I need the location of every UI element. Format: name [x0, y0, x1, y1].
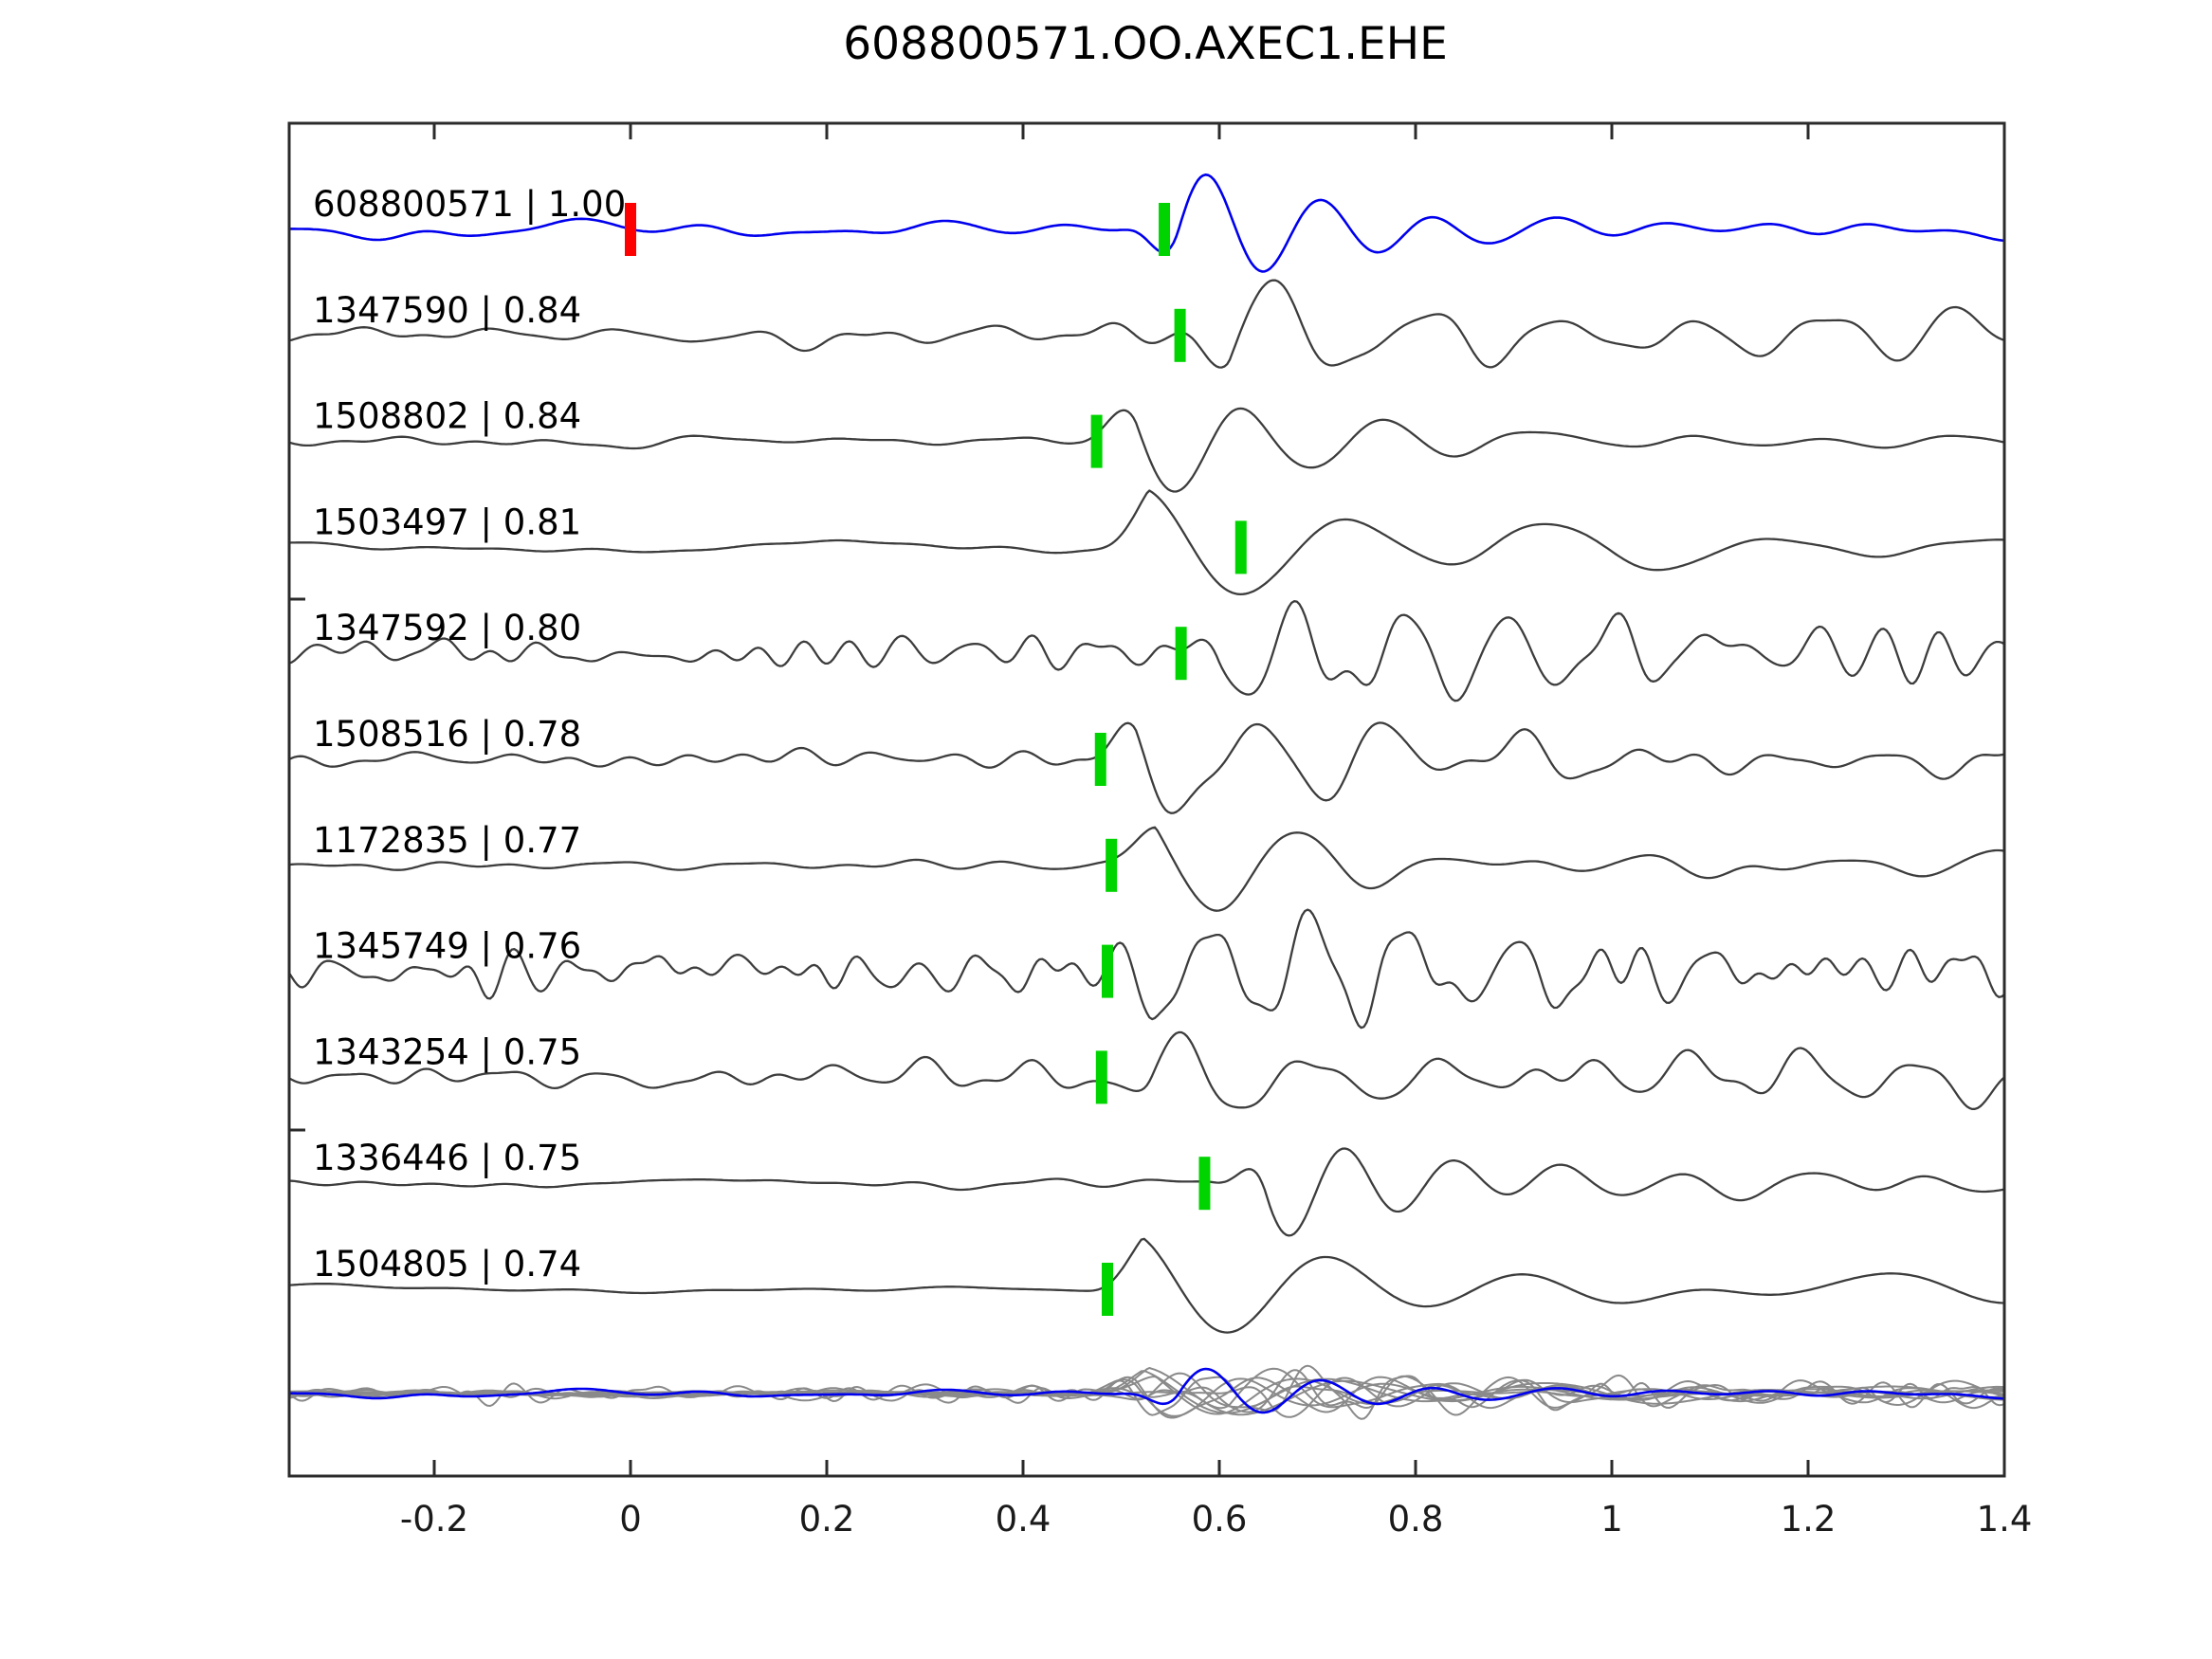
x-tick-label: 0.2	[799, 1499, 855, 1540]
trace-label-1343254: 1343254 | 0.75	[313, 1031, 581, 1072]
trace-line-608800571	[287, 173, 2006, 273]
pick-marker-1508516	[1094, 733, 1106, 786]
pick-marker-1336446	[1198, 1157, 1211, 1211]
trace-line-1172835	[287, 826, 2006, 912]
x-tick-labels-group: -0.2 0 0.2 0.4 0.6 0.8 1 1.2 1.4	[400, 1499, 2033, 1540]
origin-marker-608800571	[625, 203, 636, 256]
pick-marker-1503497	[1234, 520, 1247, 574]
trace-line-1336446	[287, 1147, 2006, 1237]
trace-line-1508516	[287, 721, 2006, 814]
trace-label-1503497: 1503497 | 0.81	[313, 501, 581, 542]
pick-marker-1343254	[1095, 1050, 1107, 1104]
trace-line-1503497	[287, 489, 2006, 596]
trace-label-1345749: 1345749 | 0.76	[313, 926, 581, 967]
trace-line-1345749	[287, 908, 2006, 1030]
pick-marker-1347590	[1174, 308, 1186, 362]
plot-title: 608800571.OO.AXEC1.EHE	[843, 18, 1448, 70]
trace-line-1508802	[287, 407, 2006, 493]
x-tick-label: 0	[619, 1499, 642, 1540]
x-tick-label: 1	[1600, 1499, 1623, 1540]
x-tick-label: 0.8	[1388, 1499, 1444, 1540]
overlay-trace-line-1345749	[288, 1364, 2005, 1420]
x-tick-label: 1.4	[1977, 1499, 2033, 1540]
trace-labels-group: 608800571 | 1.00 1347590 | 0.84 1508802 | …	[313, 184, 626, 1285]
pick-marker-1347592	[1175, 627, 1187, 681]
trace-label-1172835: 1172835 | 0.77	[313, 820, 581, 861]
pick-marker-1345749	[1102, 944, 1114, 998]
x-tick-label: -0.2	[400, 1499, 468, 1540]
trace-label-1336446: 1336446 | 0.75	[313, 1138, 581, 1178]
trace-line-1347592	[287, 600, 2006, 702]
trace-line-1504805	[287, 1237, 2006, 1334]
pick-marker-1508802	[1090, 414, 1103, 468]
overlay-template-line	[287, 1367, 2006, 1414]
trace-label-1347590: 1347590 | 0.84	[313, 290, 581, 331]
trace-line-1343254	[287, 1030, 2006, 1111]
x-tick-label: 0.4	[996, 1499, 1051, 1540]
pick-marker-608800571	[1159, 203, 1171, 256]
pick-marker-1504805	[1102, 1263, 1114, 1316]
trace-lines-group	[287, 173, 2006, 1420]
trace-line-1347590	[287, 279, 2006, 369]
pick-marker-1172835	[1106, 838, 1118, 892]
trace-label-1504805: 1504805 | 0.74	[313, 1244, 581, 1285]
x-tick-label: 1.2	[1781, 1499, 1837, 1540]
trace-label-608800571: 608800571 | 1.00	[313, 184, 626, 225]
overlay-trace-line-1347590	[288, 1367, 2005, 1410]
x-tick-label: 0.6	[1192, 1499, 1248, 1540]
trace-label-1347592: 1347592 | 0.80	[313, 608, 581, 648]
trace-label-1508802: 1508802 | 0.84	[313, 396, 581, 437]
pick-markers-group	[625, 203, 1247, 1316]
plot-frame	[287, 121, 2006, 1478]
trace-label-1508516: 1508516 | 0.78	[313, 714, 581, 755]
